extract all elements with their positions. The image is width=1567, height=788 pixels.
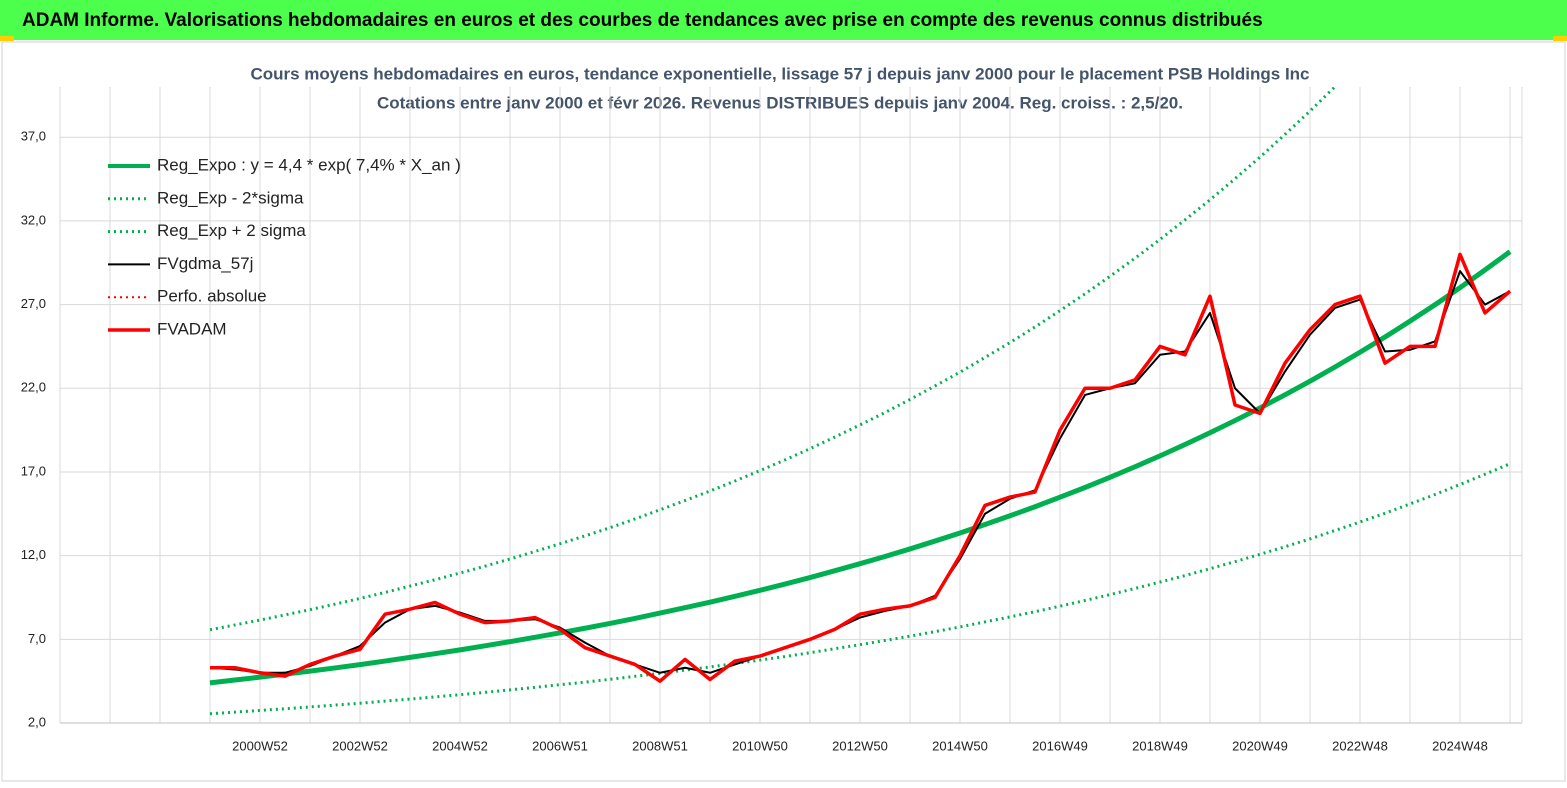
corner bbox=[1553, 36, 1567, 41]
legend-label: FVADAM bbox=[157, 319, 227, 338]
chart-title: Cours moyens hebdomadaires en euros, ten… bbox=[250, 64, 1309, 83]
grid: 2,0 7,0 12,0 17,0 22,0 27,0 32,0 37,0 2000W52 200… bbox=[21, 87, 1523, 753]
x-tick-label: 2012W50 bbox=[832, 738, 888, 753]
x-tick-label: 2022W48 bbox=[1332, 738, 1388, 753]
header-title: ADAM Informe. Valorisations hebdomadaire… bbox=[22, 10, 1263, 31]
x-tick-label: 2014W50 bbox=[932, 738, 988, 753]
plot bbox=[209, 87, 1512, 716]
legend-label: FVgdma_57j bbox=[157, 254, 253, 273]
legend-label: Reg_Expo : y = 4,4 * exp( 7,4% * X_an ) bbox=[157, 155, 461, 174]
legend-label: Reg_Exp + 2 sigma bbox=[157, 221, 306, 240]
x-tick-label: 2020W49 bbox=[1232, 738, 1288, 753]
y-tick-label: 27,0 bbox=[21, 296, 46, 311]
x-tick-label: 2024W48 bbox=[1432, 738, 1488, 753]
y-tick-label: 22,0 bbox=[21, 380, 46, 395]
legend-label: Perfo. absolue bbox=[157, 287, 267, 306]
y-tick-label: 17,0 bbox=[21, 463, 46, 478]
x-tick-label: 2010W50 bbox=[732, 738, 788, 753]
x-tick-label: 2002W52 bbox=[332, 738, 388, 753]
series-line bbox=[209, 462, 1511, 716]
series-line bbox=[209, 270, 1511, 674]
series-line bbox=[210, 252, 1512, 683]
x-tick-label: 2018W49 bbox=[1132, 738, 1188, 753]
legend: Reg_Expo : y = 4,4 * exp( 7,4% * X_an ) R… bbox=[108, 155, 461, 338]
series-line bbox=[209, 249, 1512, 686]
x-tick-label: 2008W51 bbox=[632, 738, 688, 753]
x-tick-label: 2016W49 bbox=[1032, 738, 1088, 753]
chart-subtitle: Cotations entre janv 2000 et févr 2026. … bbox=[377, 93, 1183, 112]
y-tick-label: 37,0 bbox=[21, 129, 46, 144]
x-tick-label: 2006W51 bbox=[532, 738, 588, 753]
x-tick-label: 2000W52 bbox=[232, 738, 288, 753]
x-tick-label: 2004W52 bbox=[432, 738, 488, 753]
y-tick-label: 32,0 bbox=[21, 212, 46, 227]
y-tick-label: 12,0 bbox=[21, 547, 46, 562]
header-bar bbox=[0, 0, 1567, 40]
legend-label: Reg_Exp - 2*sigma bbox=[157, 188, 304, 207]
y-tick-label: 7,0 bbox=[28, 631, 46, 646]
y-tick-label: 2,0 bbox=[28, 714, 46, 729]
corner bbox=[0, 36, 14, 41]
